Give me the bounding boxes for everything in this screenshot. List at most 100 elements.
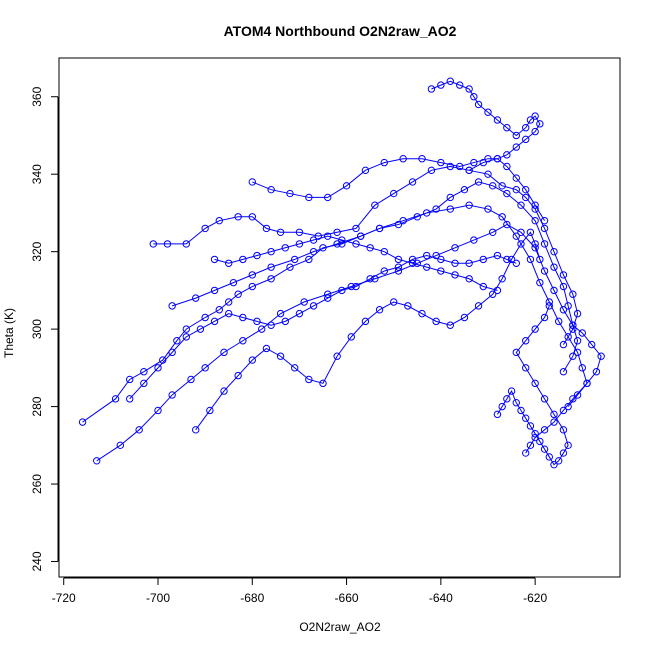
- data-point: [210, 317, 219, 326]
- data-point: [163, 240, 172, 248]
- data-point: [564, 402, 572, 411]
- data-point: [149, 240, 157, 248]
- data-point: [394, 255, 403, 264]
- data-point: [126, 395, 134, 403]
- data-point: [248, 178, 256, 186]
- data-point: [366, 244, 374, 252]
- data-point: [225, 259, 233, 267]
- data-point: [493, 116, 502, 124]
- data-point: [408, 255, 417, 264]
- data-point: [210, 255, 219, 264]
- data-point: [342, 182, 351, 190]
- data-point: [408, 178, 417, 186]
- data-point: [291, 364, 299, 372]
- data-point: [470, 236, 478, 244]
- data-point: [522, 135, 530, 144]
- data-point: [474, 100, 483, 109]
- series-10: [210, 232, 502, 295]
- data-point: [239, 313, 247, 322]
- series-line: [171, 181, 579, 372]
- data-point: [498, 182, 506, 190]
- data-point: [333, 352, 341, 360]
- data-point: [390, 189, 398, 198]
- data-point: [437, 255, 445, 264]
- data-point: [578, 364, 586, 372]
- data-point: [573, 309, 582, 318]
- data-point: [550, 460, 558, 469]
- data-point: [324, 193, 332, 202]
- data-point: [540, 445, 549, 453]
- data-point: [507, 255, 516, 264]
- data-point: [333, 228, 341, 236]
- data-point: [489, 228, 497, 236]
- x-tick-label: -640: [429, 591, 453, 605]
- data-point: [201, 224, 209, 233]
- data-point: [592, 368, 601, 376]
- data-point: [512, 143, 520, 151]
- data-point: [168, 348, 176, 357]
- data-point: [276, 228, 285, 236]
- series-line: [153, 165, 579, 345]
- data-point: [559, 368, 568, 376]
- data-point: [248, 282, 256, 291]
- data-point: [196, 325, 205, 333]
- data-point: [324, 290, 332, 298]
- data-point: [451, 244, 459, 252]
- data-point: [512, 348, 520, 357]
- data-point: [111, 395, 120, 403]
- data-point: [380, 267, 388, 275]
- data-point: [512, 232, 520, 240]
- data-point: [460, 185, 469, 194]
- data-point: [493, 286, 502, 295]
- data-point: [526, 228, 535, 236]
- y-tick-label: 340: [30, 164, 44, 184]
- data-point: [550, 247, 558, 256]
- y-tick-label: 260: [30, 474, 44, 494]
- data-point: [206, 406, 214, 415]
- data-point: [512, 185, 520, 194]
- data-point: [286, 263, 294, 271]
- data-point: [479, 282, 487, 291]
- data-point: [512, 174, 520, 182]
- data-point: [432, 251, 440, 260]
- data-point: [559, 449, 568, 457]
- data-point: [550, 410, 558, 419]
- data-point: [489, 290, 497, 298]
- data-point: [531, 379, 539, 388]
- data-point: [380, 247, 388, 256]
- data-point: [531, 325, 539, 333]
- data-point: [324, 294, 332, 302]
- data-point: [540, 395, 549, 403]
- data-point: [456, 81, 464, 89]
- data-point: [309, 247, 318, 256]
- data-point: [526, 116, 535, 124]
- data-point: [569, 395, 577, 403]
- data-point: [517, 240, 525, 248]
- y-axis-label: Theta (K): [2, 308, 16, 358]
- data-point: [366, 275, 374, 283]
- data-point: [258, 325, 266, 333]
- x-axis: -720 -700 -680 -660 -640 -620: [52, 577, 547, 605]
- data-point: [262, 224, 271, 233]
- data-point: [305, 375, 313, 384]
- data-point: [503, 255, 511, 264]
- data-point: [503, 220, 511, 229]
- y-axis: 240 260 280 300 320 340 360: [30, 86, 59, 572]
- y-tick-label: 300: [30, 319, 44, 339]
- data-point: [324, 232, 332, 240]
- data-point: [182, 240, 190, 248]
- data-point: [361, 317, 370, 326]
- data-point: [239, 337, 247, 345]
- data-point: [493, 410, 502, 419]
- data-point: [267, 247, 275, 256]
- data-point: [281, 317, 289, 326]
- data-point: [93, 457, 101, 465]
- data-point: [536, 120, 544, 128]
- data-point: [517, 201, 525, 209]
- data-point: [140, 368, 148, 376]
- data-point: [225, 309, 233, 318]
- data-point: [545, 298, 553, 306]
- x-tick-label: -620: [523, 591, 547, 605]
- data-point: [394, 220, 403, 229]
